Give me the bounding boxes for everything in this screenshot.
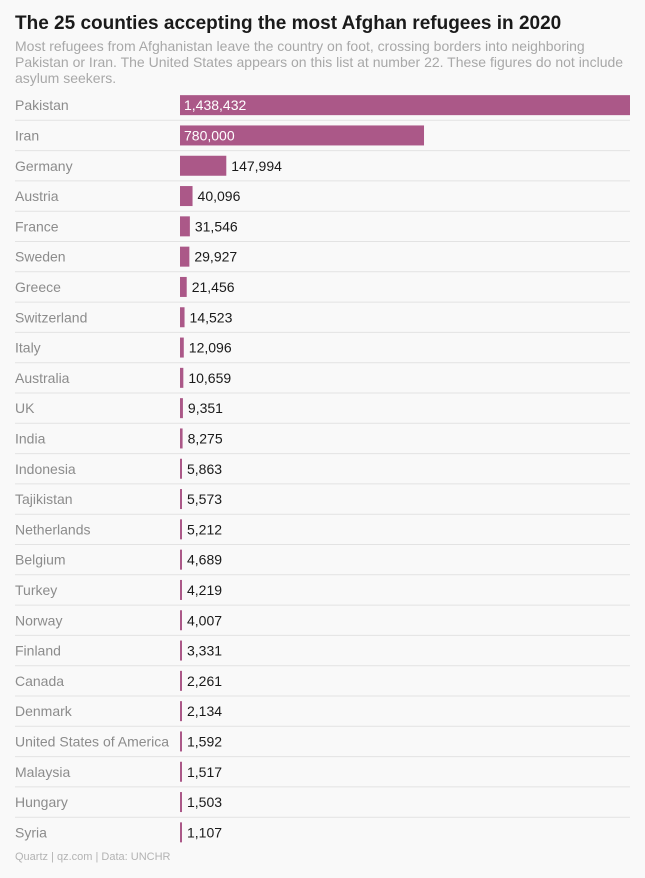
source-credit: Quartz | qz.com | Data: UNCHR bbox=[15, 851, 171, 863]
bar-turkey bbox=[180, 579, 182, 600]
bar-greece bbox=[180, 276, 187, 297]
value-label: 2,261 bbox=[187, 673, 222, 689]
bar-switzerland bbox=[180, 307, 185, 328]
value-label: 3,331 bbox=[187, 643, 222, 659]
category-label: Pakistan bbox=[15, 97, 69, 113]
value-label: 1,503 bbox=[187, 794, 222, 810]
bar-hungary bbox=[180, 792, 182, 813]
category-label: Turkey bbox=[15, 582, 57, 598]
value-label: 5,573 bbox=[187, 491, 222, 507]
category-label: Indonesia bbox=[15, 461, 76, 477]
value-label: 2,134 bbox=[187, 703, 222, 719]
category-label: UK bbox=[15, 400, 35, 416]
bar-sweden bbox=[180, 246, 190, 267]
bar-austria bbox=[180, 186, 193, 207]
bar-netherlands bbox=[180, 519, 182, 540]
category-label: Tajikistan bbox=[15, 491, 73, 507]
category-label: Sweden bbox=[15, 249, 66, 265]
value-label: 1,438,432 bbox=[184, 97, 246, 113]
category-label: Austria bbox=[15, 188, 59, 204]
bar-tajikistan bbox=[180, 489, 182, 510]
value-label: 21,456 bbox=[192, 279, 235, 295]
category-label: Canada bbox=[15, 673, 64, 689]
value-label: 14,523 bbox=[190, 309, 233, 325]
value-label: 10,659 bbox=[188, 370, 231, 386]
bar-uk bbox=[180, 398, 183, 419]
category-label: Malaysia bbox=[15, 764, 70, 780]
bar-pakistan bbox=[180, 95, 630, 116]
value-label: 1,517 bbox=[187, 764, 222, 780]
category-label: Denmark bbox=[15, 703, 73, 719]
bar-indonesia bbox=[180, 458, 182, 479]
bar-malaysia bbox=[180, 761, 182, 782]
value-label: 8,275 bbox=[188, 430, 223, 446]
bar-finland bbox=[180, 640, 182, 661]
bar-iran bbox=[180, 125, 425, 146]
value-label: 1,107 bbox=[187, 824, 222, 840]
category-label: Finland bbox=[15, 643, 61, 659]
value-label: 4,689 bbox=[187, 552, 222, 568]
chart-title: The 25 counties accepting the most Afgha… bbox=[15, 13, 562, 34]
bar-norway bbox=[180, 610, 182, 631]
category-label: Netherlands bbox=[15, 521, 91, 537]
category-label: Greece bbox=[15, 279, 61, 295]
value-label: 5,863 bbox=[187, 461, 222, 477]
bar-denmark bbox=[180, 701, 182, 722]
category-label: Switzerland bbox=[15, 309, 87, 325]
value-label: 147,994 bbox=[231, 158, 282, 174]
bar-italy bbox=[180, 337, 184, 358]
bar-india bbox=[180, 428, 183, 449]
value-label: 9,351 bbox=[188, 400, 223, 416]
category-label: Syria bbox=[15, 824, 47, 840]
bar-united-states-of-america bbox=[180, 731, 182, 752]
bar-canada bbox=[180, 670, 182, 691]
bar-germany bbox=[180, 155, 227, 176]
value-label: 29,927 bbox=[194, 249, 237, 265]
category-label: Iran bbox=[15, 127, 39, 143]
category-label: France bbox=[15, 218, 59, 234]
value-label: 4,219 bbox=[187, 582, 222, 598]
bar-syria bbox=[180, 822, 182, 843]
value-label: 1,592 bbox=[187, 733, 222, 749]
category-label: Italy bbox=[15, 340, 41, 356]
bar-france bbox=[180, 216, 190, 237]
category-label: Germany bbox=[15, 158, 73, 174]
bar-australia bbox=[180, 367, 184, 388]
value-label: 12,096 bbox=[189, 340, 232, 356]
category-label: Hungary bbox=[15, 794, 68, 810]
bar-belgium bbox=[180, 549, 182, 570]
value-label: 40,096 bbox=[198, 188, 241, 204]
category-label: Belgium bbox=[15, 552, 66, 568]
value-label: 780,000 bbox=[184, 127, 235, 143]
category-label: United States of America bbox=[15, 733, 169, 749]
value-label: 4,007 bbox=[187, 612, 222, 628]
value-label: 5,212 bbox=[187, 521, 222, 537]
category-label: Australia bbox=[15, 370, 70, 386]
category-label: India bbox=[15, 430, 46, 446]
category-label: Norway bbox=[15, 612, 62, 628]
chart-subtitle: Most refugees from Afghanistan leave the… bbox=[15, 38, 624, 86]
value-label: 31,546 bbox=[195, 218, 238, 234]
